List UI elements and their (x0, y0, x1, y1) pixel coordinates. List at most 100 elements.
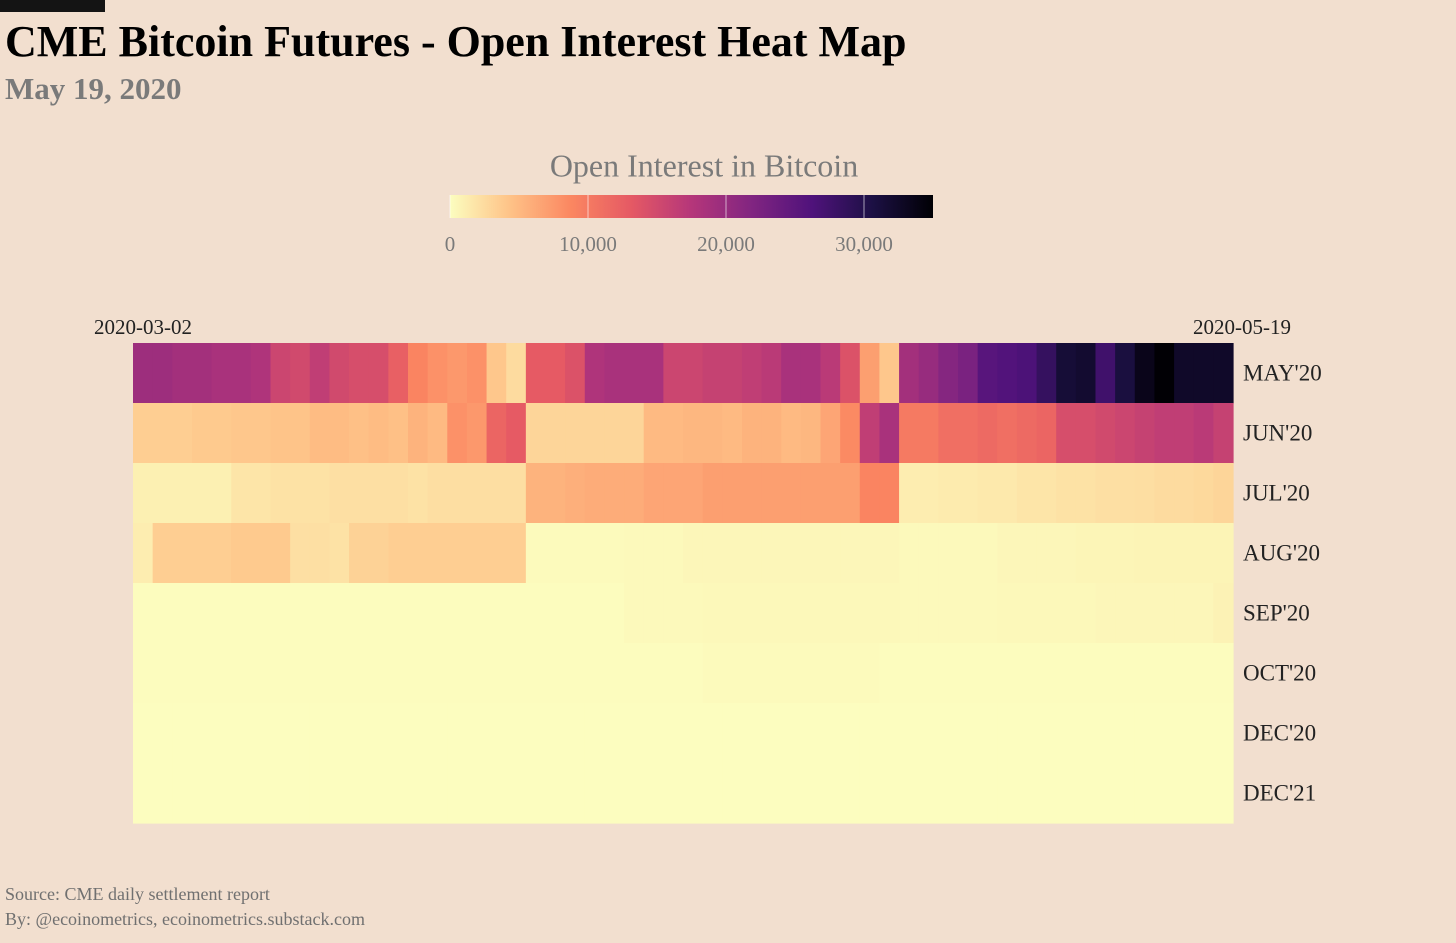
heatmap-cell (270, 463, 291, 524)
heatmap-cell (800, 343, 822, 404)
heatmap-cell (506, 763, 527, 824)
heatmap-cell (1174, 523, 1195, 584)
heatmap-cell (938, 523, 959, 584)
heatmap-cell (466, 643, 488, 704)
heatmap-cell (820, 523, 841, 584)
heatmap-cell (761, 703, 782, 764)
heatmap-cell (368, 643, 389, 704)
heatmap-cell (624, 403, 645, 464)
heatmap-cell (290, 763, 311, 824)
heatmap-cell (191, 763, 213, 824)
heatmap-cell (1134, 403, 1156, 464)
heatmap-cell (977, 703, 998, 764)
heatmap-cell (1174, 763, 1195, 824)
heatmap-cell (427, 523, 448, 584)
heatmap-cell (604, 463, 625, 524)
heatmap-cell (133, 343, 154, 404)
heatmap-cell (191, 583, 213, 644)
heatmap-cell (466, 703, 488, 764)
heatmap-cell (1134, 583, 1156, 644)
heatmap-cell (1134, 343, 1156, 404)
heatmap-cell (643, 523, 664, 584)
heatmap-cell (958, 523, 979, 584)
heatmap-cell (1154, 463, 1175, 524)
heatmap-cell (643, 583, 664, 644)
heatmap-cell (506, 463, 527, 524)
heatmap-cell (1095, 763, 1116, 824)
heatmap-cell (486, 763, 507, 824)
heatmap-cell (211, 343, 232, 404)
heatmap-cell (1056, 523, 1077, 584)
heatmap-cell (663, 463, 684, 524)
heatmap-cell (840, 343, 861, 404)
heatmap-cell (1193, 763, 1214, 824)
heatmap-cell (1174, 463, 1195, 524)
heatmap-cell (191, 523, 213, 584)
heatmap-cell (349, 343, 370, 404)
heatmap-cell (270, 703, 291, 764)
heatmap-cell (1095, 583, 1116, 644)
heatmap-cell (643, 463, 664, 524)
heatmap-cell (408, 763, 429, 824)
heatmap-cell (800, 703, 822, 764)
heatmap-cell (231, 523, 252, 584)
heatmap-cell (290, 523, 311, 584)
heatmap-cell (1115, 463, 1136, 524)
heatmap-cell (584, 343, 606, 404)
heatmap-cell (1115, 763, 1136, 824)
heatmap-cell (1016, 523, 1038, 584)
heatmap-cell (565, 523, 586, 584)
heatmap-cell (781, 463, 802, 524)
heatmap-cell (643, 703, 664, 764)
heatmap-cell (408, 403, 429, 464)
heatmap-cell (1036, 703, 1057, 764)
heatmap-cell (427, 343, 448, 404)
heatmap-cell (702, 403, 723, 464)
heatmap-cell (1016, 703, 1038, 764)
row-label: JUL'20 (1243, 480, 1310, 505)
heatmap-cell (211, 403, 232, 464)
heatmap-cell (840, 763, 861, 824)
heatmap-cell (172, 763, 193, 824)
heatmap-cell (1174, 643, 1195, 704)
heatmap-cell (565, 463, 586, 524)
heatmap-cell (1056, 343, 1077, 404)
heatmap-cell (1154, 523, 1175, 584)
heatmap-cell (1154, 643, 1175, 704)
heatmap-cell (565, 763, 586, 824)
heatmap-cell (800, 583, 822, 644)
row-label: DEC'20 (1243, 720, 1316, 745)
heatmap-cell (466, 763, 488, 824)
heatmap-cell (1036, 463, 1057, 524)
heatmap-cell (1075, 343, 1097, 404)
heatmap-cell (722, 763, 743, 824)
row-label: OCT'20 (1243, 660, 1316, 685)
colorbar-tick-label: 30,000 (835, 232, 893, 256)
heatmap-cell (663, 643, 684, 704)
heatmap-cell (486, 703, 507, 764)
heatmap-cell (604, 583, 625, 644)
x-tick-label: 2020-05-19 (1193, 315, 1291, 339)
heatmap-cell (702, 643, 723, 704)
heatmap-cell (290, 343, 311, 404)
heatmap-cell (1095, 643, 1116, 704)
heatmap-cell (231, 583, 252, 644)
heatmap-cell (368, 523, 389, 584)
heatmap-cell (506, 403, 527, 464)
heatmap-cell (250, 763, 272, 824)
heatmap-cell (309, 403, 331, 464)
heatmap-cell (1095, 463, 1116, 524)
heatmap-cell (329, 523, 350, 584)
heatmap-cell (840, 463, 861, 524)
heatmap-cell (545, 643, 566, 704)
heatmap-cell (368, 463, 389, 524)
heatmap-cell (466, 463, 488, 524)
heatmap-cell (1134, 523, 1156, 584)
heatmap-cell (1095, 523, 1116, 584)
heatmap-cell (1213, 643, 1234, 704)
heatmap-cell (1075, 763, 1097, 824)
colorbar-title: Open Interest in Bitcoin (550, 147, 858, 183)
heatmap-cell (486, 403, 507, 464)
heatmap-cell (309, 463, 331, 524)
heatmap-cell (1115, 403, 1136, 464)
